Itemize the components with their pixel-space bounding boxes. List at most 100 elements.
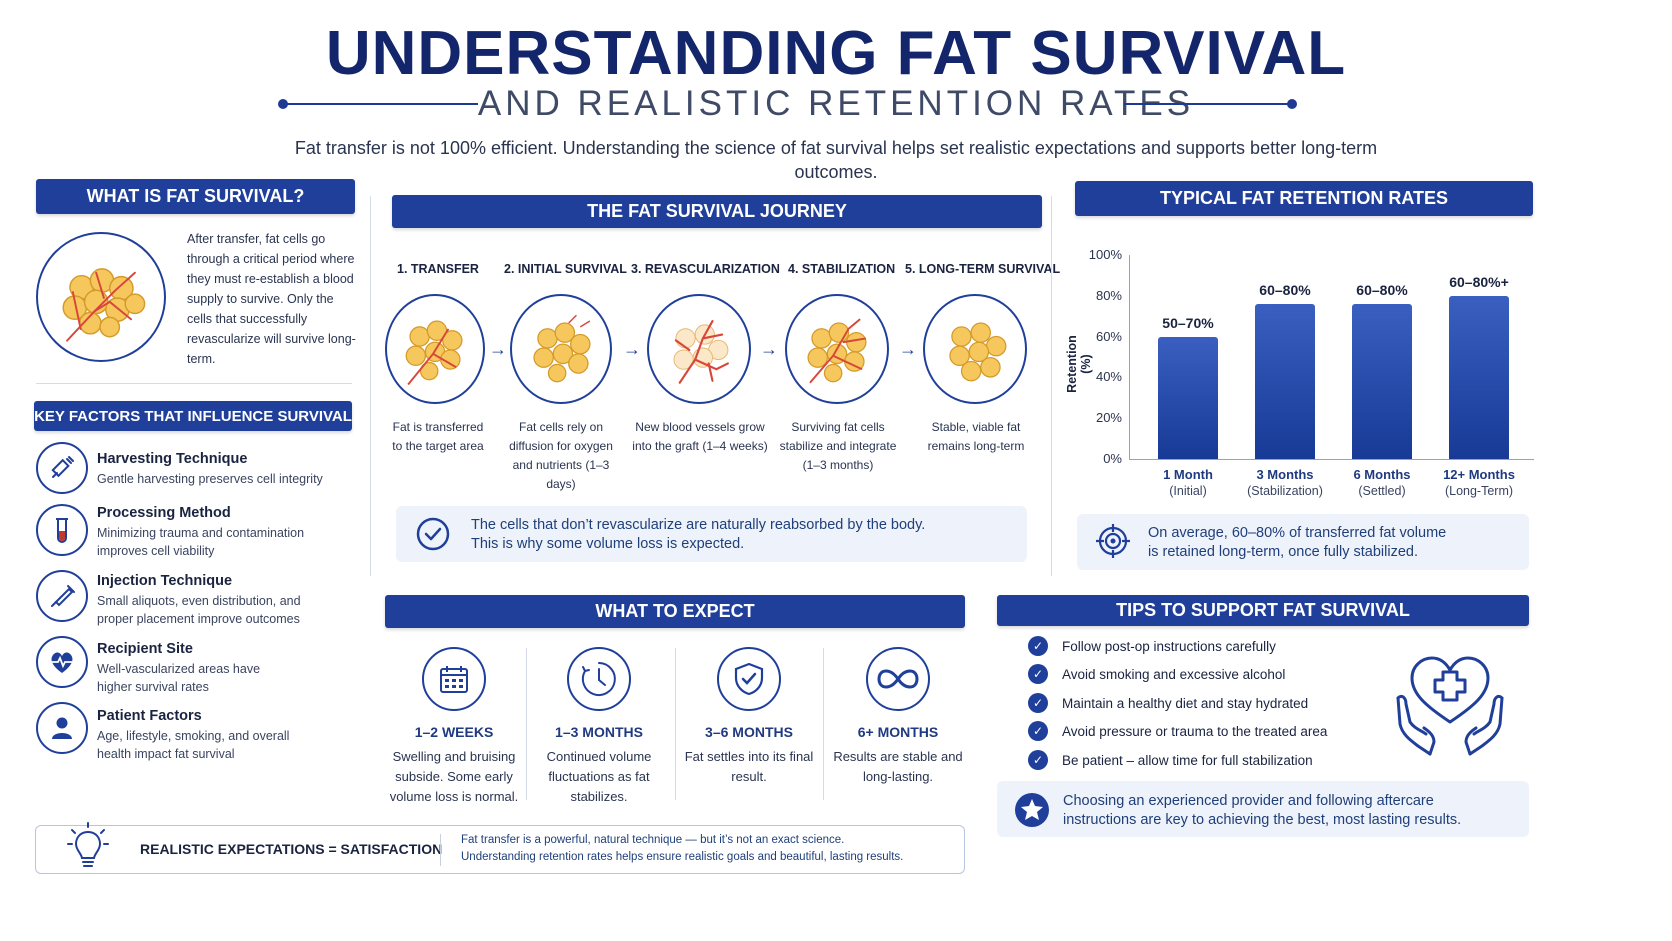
subtitle-dot-left	[278, 99, 288, 109]
tips-note-line1: Choosing an experienced provider and fol…	[1063, 793, 1434, 809]
intro-text: Fat transfer is not 100% efficient. Unde…	[294, 138, 1378, 182]
factor-title: Injection Technique	[97, 573, 233, 589]
arrow-icon: →	[760, 339, 778, 359]
target-icon	[1094, 522, 1132, 560]
footer-line1: Fat transfer is a powerful, natural tech…	[461, 834, 845, 846]
journey-header: THE FAT SURVIVAL JOURNEY	[392, 195, 1042, 228]
tip-text: Avoid pressure or trauma to the treated …	[1062, 723, 1328, 739]
factor-desc: Well-vascularized areas have higher surv…	[97, 662, 261, 694]
checkmark-icon: ✓	[1028, 693, 1048, 713]
step-label: 1. TRANSFER	[397, 262, 479, 276]
step-label: 5. LONG-TERM SURVIVAL	[905, 262, 1061, 276]
x-category-sublabel: (Initial)	[1169, 484, 1207, 498]
checkmark-icon: ✓	[1028, 750, 1048, 770]
tip-item: ✓ Avoid pressure or trauma to the treated…	[1028, 721, 1327, 741]
journey-note-line2: This is why some volume loss is expected…	[471, 536, 745, 552]
x-category-label: 12+ Months	[1443, 467, 1515, 482]
step-label: 3. REVASCULARIZATION	[631, 262, 780, 276]
step-desc: Stable, viable fat remains long-term	[927, 420, 1025, 453]
step-label: 4. STABILIZATION	[788, 262, 896, 276]
syringe-icon	[36, 442, 88, 494]
x-category-label: 3 Months	[1256, 467, 1314, 482]
what-is-header: WHAT IS FAT SURVIVAL?	[36, 179, 355, 214]
journey-note	[396, 506, 1027, 562]
fat-cells-illustration	[36, 232, 166, 362]
expect-desc: Results are stable and long-lasting.	[833, 749, 963, 784]
x-category-label: 6 Months	[1353, 467, 1411, 482]
factor-title: Processing Method	[97, 505, 231, 521]
y-tick-label: 60%	[1095, 328, 1122, 344]
expect-header: WHAT TO EXPECT	[385, 595, 965, 628]
expect-desc: Swelling and bruising subside. Some earl…	[389, 749, 519, 804]
tip-text: Avoid smoking and excessive alcohol	[1062, 666, 1286, 682]
page-title: UNDERSTANDING FAT SURVIVAL	[325, 19, 1347, 88]
heart-hands-icon	[1390, 642, 1510, 762]
expect-title: 6+ MONTHS	[857, 724, 939, 740]
x-category-label: 1 Month	[1163, 467, 1213, 482]
tips-note	[997, 781, 1529, 837]
retention-note-line2: is retained long-term, once fully stabil…	[1148, 544, 1418, 560]
bar-data-label: 60–80%+	[1449, 273, 1509, 290]
calendar-icon	[422, 647, 486, 711]
step-desc: New blood vessels grow into the graft (1…	[632, 420, 768, 453]
retention-note-line1: On average, 60–80% of transferred fat vo…	[1148, 525, 1447, 541]
checkmark-icon: ✓	[1028, 636, 1048, 656]
subtitle-line-left	[284, 103, 478, 105]
stabilization-illustration	[785, 294, 889, 404]
factor-desc: Small aliquots, even distribution, and p…	[97, 594, 301, 626]
step-desc: Surviving fat cells stabilize and integr…	[779, 420, 897, 472]
factor-title: Patient Factors	[97, 708, 202, 724]
footer-label: REALISTIC EXPECTATIONS = SATISFACTION	[140, 841, 443, 857]
lightbulb-icon	[66, 820, 110, 870]
divider-expect-2	[675, 648, 676, 800]
bar-data-label: 60–80%	[1356, 281, 1408, 298]
expect-title: 3–6 MONTHS	[705, 724, 793, 740]
x-axis-line	[1129, 459, 1534, 460]
x-category-sublabel: (Stabilization)	[1247, 484, 1323, 498]
step-label: 2. INITIAL SURVIVAL	[504, 262, 627, 276]
divider-center-left	[370, 196, 371, 576]
revascularization-illustration	[647, 294, 751, 404]
tip-item: ✓ Avoid smoking and excessive alcohol	[1028, 664, 1285, 684]
step-desc: Fat is transferred to the target area	[392, 420, 484, 453]
clock-icon	[567, 647, 631, 711]
factor-desc: Gentle harvesting preserves cell integri…	[97, 472, 323, 486]
y-tick-label: 40%	[1095, 369, 1122, 385]
y-tick-label: 80%	[1095, 287, 1122, 303]
factor-desc: Minimizing trauma and contamination impr…	[97, 526, 305, 558]
expect-desc: Fat settles into its final result.	[684, 749, 814, 784]
x-category-sublabel: (Settled)	[1358, 484, 1406, 498]
shield-check-icon	[717, 647, 781, 711]
arrow-icon: →	[899, 339, 917, 359]
arrow-icon: →	[623, 339, 641, 359]
journey-note-line1: The cells that don’t revascularize are n…	[471, 517, 926, 533]
transfer-illustration	[385, 294, 485, 404]
injection-pen-icon	[36, 570, 88, 622]
tip-text: Maintain a healthy diet and stay hydrate…	[1062, 695, 1309, 711]
divider-expect-3	[823, 648, 824, 800]
step-desc: Fat cells rely on diffusion for oxygen a…	[509, 420, 613, 491]
arrow-icon: →	[489, 339, 507, 359]
factor-title: Recipient Site	[97, 641, 193, 657]
bar	[1158, 336, 1218, 459]
initial-survival-illustration	[510, 294, 612, 404]
y-axis-line	[1129, 255, 1130, 460]
x-category-sublabel: (Long-Term)	[1444, 484, 1514, 498]
retention-note	[1077, 514, 1529, 570]
checkmark-icon: ✓	[1028, 664, 1048, 684]
divider-center-right	[1051, 196, 1052, 576]
long-term-survival-illustration	[923, 294, 1027, 404]
factor-desc: Age, lifestyle, smoking, and overall hea…	[97, 729, 290, 761]
footer-banner	[35, 825, 965, 874]
retention-header: TYPICAL FAT RETENTION RATES	[1075, 181, 1533, 216]
bar	[1255, 303, 1315, 459]
tips-note-line2: instructions are key to achieving the be…	[1063, 812, 1462, 828]
y-tick-label: 0%	[1103, 451, 1122, 466]
divider-expect-1	[526, 648, 527, 800]
page-subtitle: AND REALISTIC RETENTION RATES	[477, 84, 1195, 123]
checkmark-icon: ✓	[1028, 721, 1048, 741]
expect-desc: Continued volume fluctuations as fat sta…	[546, 749, 652, 804]
person-icon	[36, 702, 88, 754]
bar-data-label: 50–70%	[1162, 314, 1214, 331]
infinity-icon	[866, 647, 930, 711]
